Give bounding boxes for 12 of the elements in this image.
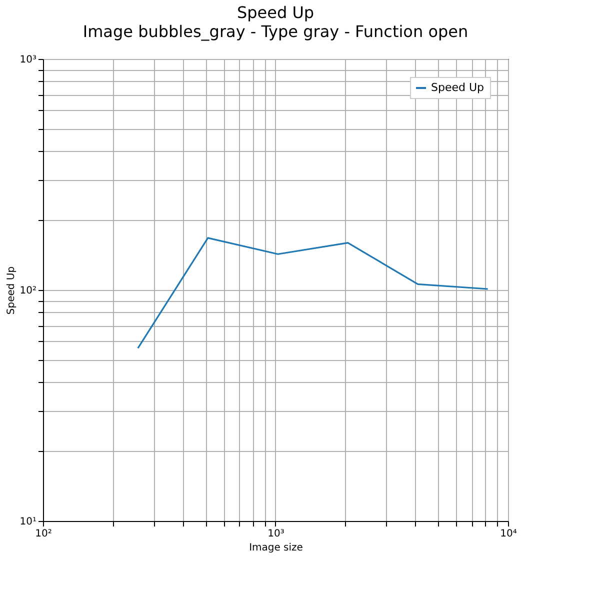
line-series xyxy=(137,237,489,349)
x-tick-label: 10² xyxy=(35,528,52,540)
y-axis-title: Speed Up xyxy=(6,266,17,315)
chart-subtitle: Image bubbles_gray - Type gray - Function open xyxy=(82,22,468,41)
x-tick-label: 10⁴ xyxy=(500,528,517,540)
x-tick-label: 10³ xyxy=(268,528,284,540)
x-axis-title: Image size xyxy=(249,542,303,554)
legend-label: Speed Up xyxy=(431,81,484,94)
y-tick-label: 10¹ xyxy=(20,516,36,528)
chart-title: Speed Up xyxy=(236,3,314,22)
y-tick-label: 10² xyxy=(20,286,36,296)
y-tick-label: 10³ xyxy=(20,54,36,66)
